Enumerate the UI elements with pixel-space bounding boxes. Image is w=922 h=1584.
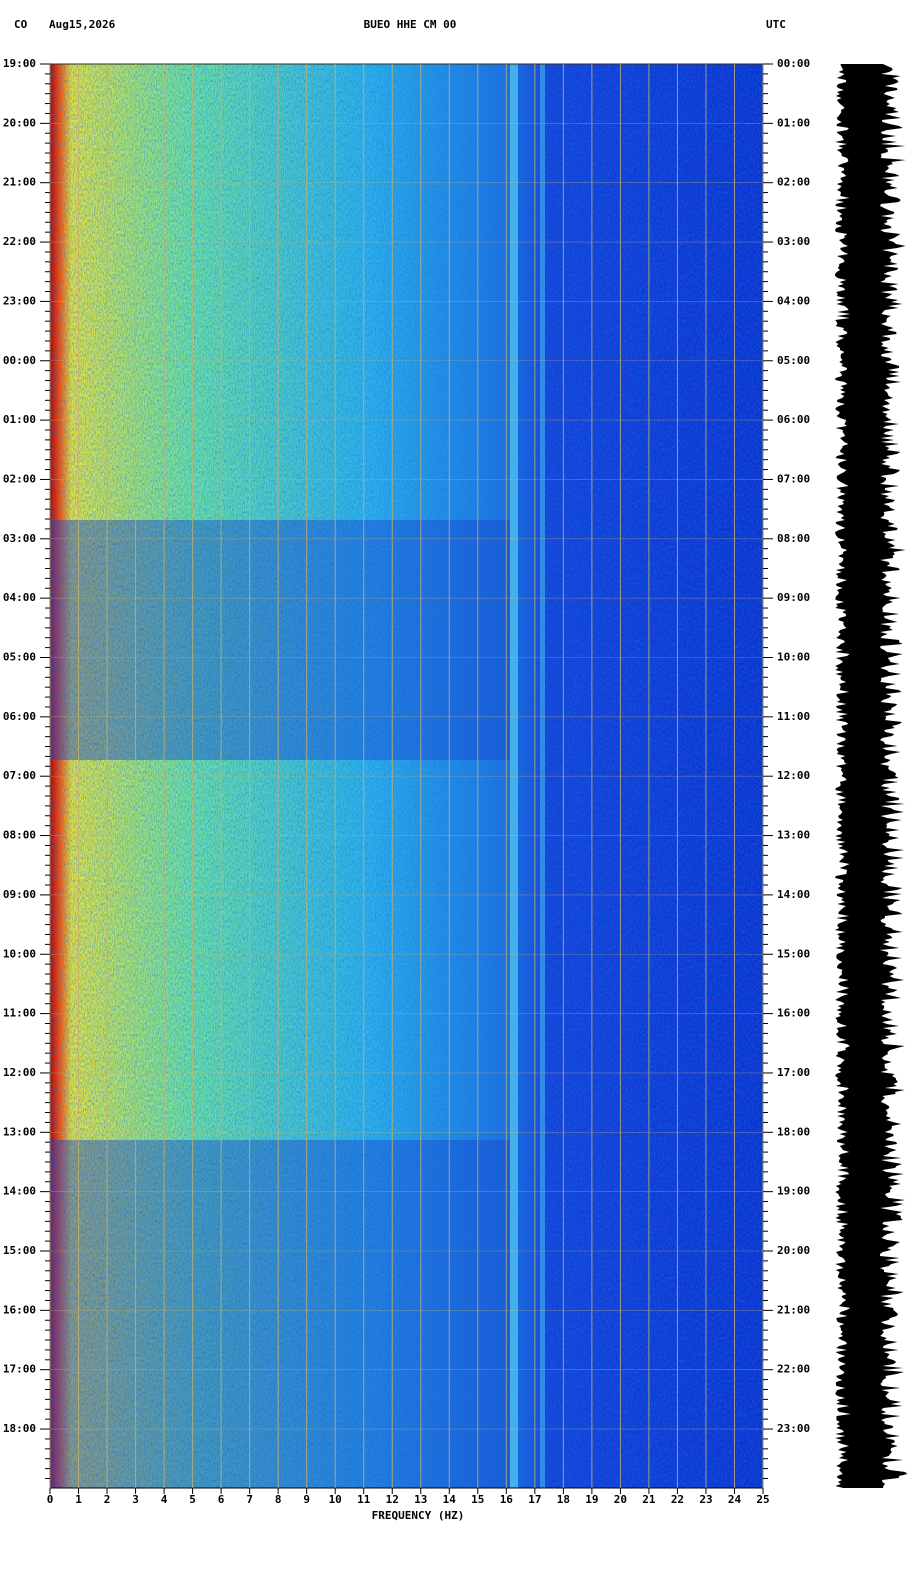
x-tick-label: 5 [189, 1493, 196, 1506]
x-tick-label: 3 [132, 1493, 139, 1506]
left-time-label: 08:00 [3, 829, 36, 842]
left-time-label: 07:00 [3, 769, 36, 782]
right-time-label: 08:00 [777, 532, 810, 545]
left-time-label: 02:00 [3, 472, 36, 485]
network: CO [14, 18, 28, 31]
x-tick-label: 1 [75, 1493, 82, 1506]
x-tick-label: 4 [161, 1493, 168, 1506]
quiet-band [50, 1140, 510, 1488]
quiet-band [50, 520, 510, 760]
x-tick-label: 6 [218, 1493, 225, 1506]
right-time-label: 11:00 [777, 710, 810, 723]
x-tick-label: 11 [357, 1493, 371, 1506]
left-time-label: 04:00 [3, 591, 36, 604]
right-time-label: 05:00 [777, 354, 810, 367]
timezone: UTC [766, 18, 786, 31]
right-time-label: 01:00 [777, 116, 810, 129]
x-tick-label: 19 [585, 1493, 598, 1506]
left-time-label: 06:00 [3, 710, 36, 723]
right-time-label: 02:00 [777, 176, 810, 189]
x-tick-label: 18 [557, 1493, 570, 1506]
right-time-label: 12:00 [777, 769, 810, 782]
left-time-label: 01:00 [3, 413, 36, 426]
right-time-label: 06:00 [777, 413, 810, 426]
right-time-label: 17:00 [777, 1066, 810, 1079]
right-time-label: 07:00 [777, 472, 810, 485]
left-time-label: 16:00 [3, 1303, 36, 1316]
x-tick-label: 21 [642, 1493, 656, 1506]
x-axis-label: FREQUENCY (HZ) [372, 1509, 465, 1522]
left-time-label: 20:00 [3, 116, 36, 129]
left-time-label: 22:00 [3, 235, 36, 248]
left-time-label: 11:00 [3, 1007, 36, 1020]
left-time-label: 03:00 [3, 532, 36, 545]
right-time-label: 20:00 [777, 1244, 810, 1257]
left-time-label: 15:00 [3, 1244, 36, 1257]
right-time-label: 10:00 [777, 651, 810, 664]
seismogram-trace [835, 64, 908, 1488]
x-tick-label: 7 [246, 1493, 253, 1506]
x-tick-label: 12 [386, 1493, 399, 1506]
left-time-label: 12:00 [3, 1066, 36, 1079]
left-time-label: 19:00 [3, 57, 36, 70]
right-time-label: 03:00 [777, 235, 810, 248]
date: Aug15,2026 [49, 18, 116, 31]
right-time-label: 23:00 [777, 1422, 810, 1435]
right-time-label: 04:00 [777, 294, 810, 307]
left-time-label: 00:00 [3, 354, 36, 367]
x-tick-label: 8 [275, 1493, 282, 1506]
right-time-label: 18:00 [777, 1125, 810, 1138]
x-tick-label: 17 [528, 1493, 541, 1506]
left-time-label: 10:00 [3, 947, 36, 960]
left-time-label: 18:00 [3, 1422, 36, 1435]
station: BUEO HHE CM 00 [364, 18, 457, 31]
x-tick-label: 24 [728, 1493, 742, 1506]
left-time-label: 09:00 [3, 888, 36, 901]
x-tick-label: 2 [104, 1493, 111, 1506]
left-time-label: 05:00 [3, 651, 36, 664]
right-time-label: 21:00 [777, 1303, 810, 1316]
x-tick-label: 25 [756, 1493, 769, 1506]
right-time-label: 15:00 [777, 947, 810, 960]
x-tick-label: 0 [47, 1493, 54, 1506]
x-tick-label: 23 [699, 1493, 712, 1506]
x-tick-label: 10 [329, 1493, 342, 1506]
right-time-label: 16:00 [777, 1007, 810, 1020]
x-tick-label: 22 [671, 1493, 684, 1506]
left-time-label: 21:00 [3, 176, 36, 189]
left-time-label: 13:00 [3, 1125, 36, 1138]
x-tick-label: 13 [414, 1493, 427, 1506]
x-tick-label: 15 [471, 1493, 484, 1506]
right-time-label: 22:00 [777, 1363, 810, 1376]
x-tick-label: 9 [303, 1493, 310, 1506]
right-time-label: 19:00 [777, 1185, 810, 1198]
right-time-label: 00:00 [777, 57, 810, 70]
right-time-label: 14:00 [777, 888, 810, 901]
x-tick-label: 20 [614, 1493, 627, 1506]
left-time-label: 14:00 [3, 1185, 36, 1198]
right-time-label: 09:00 [777, 591, 810, 604]
left-time-label: 17:00 [3, 1363, 36, 1376]
left-time-label: 23:00 [3, 294, 36, 307]
x-tick-label: 16 [500, 1493, 514, 1506]
right-time-label: 13:00 [777, 829, 810, 842]
x-tick-label: 14 [443, 1493, 457, 1506]
